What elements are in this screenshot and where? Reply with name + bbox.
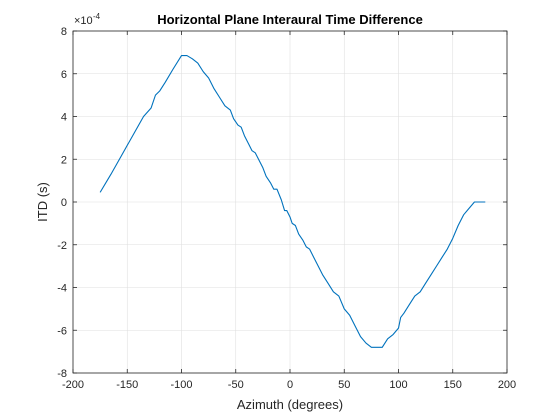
axis-ticks: -200 -150 -100 -50 0 50 100 150 200 -8 -6 -4 -2 0 2 4 6 8: [57, 26, 516, 391]
y-tick-label: 4: [61, 112, 67, 124]
y-tick-label: -6: [57, 325, 67, 337]
series-layer: [99, 55, 486, 348]
y-tick-label: 6: [61, 69, 67, 81]
x-tick-label: 0: [287, 379, 293, 391]
itd-series-line: [99, 55, 486, 348]
y-tick-label: 2: [61, 154, 67, 166]
y-exponent-base: ×10: [74, 15, 93, 27]
x-tick-label: 200: [498, 379, 516, 391]
x-tick-label: 100: [389, 379, 407, 391]
y-tick-label: 0: [61, 197, 67, 209]
x-tick-label: 150: [444, 379, 462, 391]
chart-title: Horizontal Plane Interaural Time Differe…: [157, 12, 423, 27]
x-tick-label: -200: [62, 379, 84, 391]
y-exponent-power: -4: [93, 12, 101, 21]
y-tick-label: -4: [57, 283, 67, 295]
x-tick-label: -150: [116, 379, 138, 391]
y-axis-label: ITD (s): [35, 182, 50, 222]
y-tick-label: -2: [57, 240, 67, 252]
x-tick-label: 50: [338, 379, 350, 391]
x-axis-label: Azimuth (degrees): [237, 397, 343, 412]
y-tick-label: 8: [61, 26, 67, 38]
x-tick-label: -100: [170, 379, 192, 391]
y-tick-label: -8: [57, 368, 67, 380]
x-tick-label: -50: [228, 379, 244, 391]
